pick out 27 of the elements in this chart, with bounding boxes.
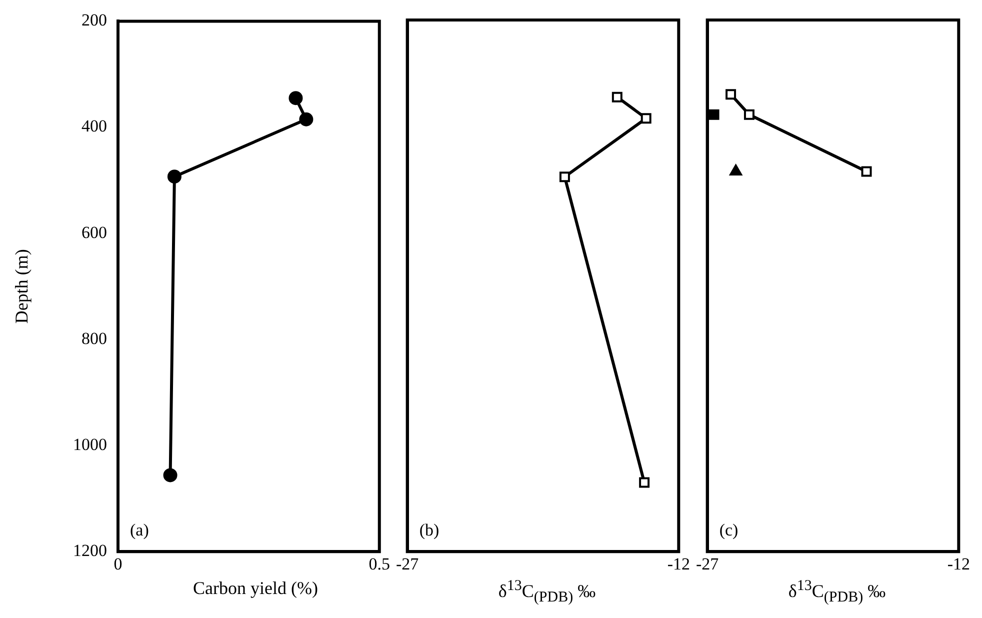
y-tick-label: 600 [82, 222, 107, 242]
y-axis-title: Depth (m) [12, 249, 32, 324]
point [167, 170, 182, 184]
y-tick-label: 800 [82, 328, 107, 348]
x-tick-label: -27 [396, 554, 420, 574]
x-tick-label: -12 [667, 554, 690, 574]
x-axis-title: δ$^{13}$C$_{(PDB)}$ ‰ [787, 578, 887, 607]
x-tick-label: 0 [114, 554, 122, 574]
y-tick-label: 400 [82, 116, 107, 136]
x-tick-label: 0.5 [368, 554, 390, 574]
point [163, 468, 178, 482]
point [640, 113, 652, 124]
point [639, 477, 650, 488]
annotation: (b) [419, 520, 440, 540]
y-tick-label: 1000 [73, 434, 107, 454]
y-tick-label: 200 [82, 10, 107, 30]
point [299, 112, 314, 126]
x-tick-label: -27 [696, 554, 720, 574]
point [288, 91, 303, 106]
y-tick-label: 1200 [73, 541, 107, 560]
x-axis-title: δ$^{13}$C$_{(PDB)}$ ‰ [497, 578, 597, 607]
x-tick-label: -12 [947, 554, 970, 574]
annotation: (a) [130, 520, 149, 540]
x-axis-title: Carbon yield (%) [192, 578, 319, 599]
point [612, 92, 622, 102]
annotation: (c) [719, 520, 738, 540]
point [559, 172, 570, 182]
